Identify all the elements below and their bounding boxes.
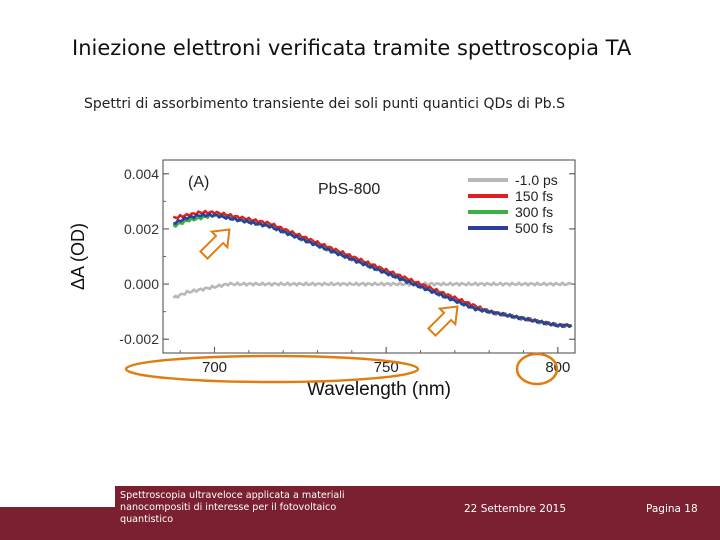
- y-tick-label: 0.002: [124, 221, 159, 237]
- y-tick-label: 0.000: [124, 276, 159, 292]
- highlight-ellipse: [124, 354, 420, 384]
- footer-date: 22 Settembre 2015: [464, 503, 567, 515]
- footer-course-title: Spettroscopia ultraveloce applicata a ma…: [120, 490, 345, 525]
- series-line-500-fs: [173, 212, 573, 329]
- legend-label: 500 fs: [515, 220, 553, 236]
- arrow-annotation: [427, 305, 459, 337]
- legend-label: 300 fs: [515, 204, 553, 220]
- slide-subtitle: Spettri di assorbimento transiente dei s…: [84, 96, 565, 112]
- legend-label: 150 fs: [515, 188, 553, 204]
- chart-title: PbS-800: [318, 181, 380, 198]
- x-axis-title: Wavelength (nm): [307, 379, 451, 400]
- series-line-300-fs: [172, 212, 573, 328]
- series-line-150-fs: [172, 209, 572, 329]
- panel-label: (A): [188, 174, 209, 191]
- footer-bar: Spettroscopia ultraveloce applicata a ma…: [0, 486, 720, 540]
- x-tick-label: 750: [374, 359, 399, 376]
- arrow-annotation-shape: [427, 305, 459, 337]
- x-tick-label: 700: [202, 359, 227, 376]
- footer-page-number: Pagina 18: [646, 503, 698, 515]
- series-line--1.0-ps: [172, 281, 573, 299]
- arrow-annotation-shape: [199, 228, 231, 260]
- y-tick-label: 0.004: [124, 166, 159, 182]
- y-tick-label: -0.002: [119, 331, 159, 347]
- slide-title: Iniezione elettroni verificata tramite s…: [72, 36, 632, 60]
- footer-corner: [0, 486, 115, 507]
- legend-label: -1.0 ps: [515, 172, 558, 188]
- highlight-circle: [515, 352, 559, 386]
- y-axis-title: ΔA (OD): [68, 223, 88, 290]
- arrow-annotation: [199, 228, 231, 260]
